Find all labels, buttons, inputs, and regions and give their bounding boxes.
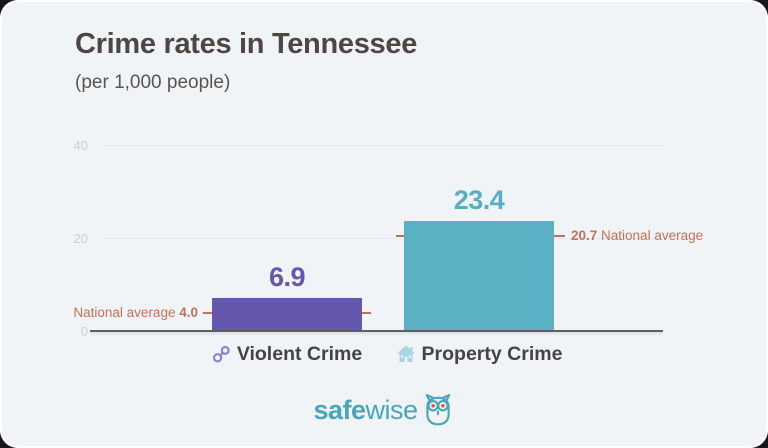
gridline-20 [105,238,663,239]
category-label-violent-crime: Violent Crime [187,341,387,367]
house-icon [396,345,415,362]
y-axis-tick-20: 20 [73,231,88,246]
x-axis-line [90,330,663,332]
national-average-value: 4.0 [179,305,198,320]
plot-area: National average 4.0 20.7 National avera… [73,140,703,332]
national-average-text: National average [597,228,704,243]
safewise-logo: safewise [0,390,768,430]
owl-icon [425,394,450,426]
chart-subtitle: (per 1,000 people) [75,72,231,93]
safewise-wordmark: safewise [313,394,419,426]
brand-text-bold: safe [313,394,366,425]
national-average-label-violent: National average 4.0 [73,304,198,322]
handcuffs-icon [212,345,230,363]
y-axis-tick-40: 40 [73,138,88,153]
category-text: Violent Crime [236,342,363,365]
brand-text-light: wise [365,394,419,425]
bar-property-crime [404,221,554,330]
bar-value-violent-crime: 6.9 [268,262,306,292]
bar-column-violent-crime: 6.9 [212,262,362,330]
y-axis-tick-0: 0 [80,324,88,339]
national-average-label-property: 20.7 National average [571,227,703,245]
bar-column-property-crime: 23.4 [404,185,554,330]
bar-value-property-crime: 23.4 [453,185,505,215]
chart-title: Crime rates in Tennessee [75,28,418,60]
national-average-value: 20.7 [571,228,598,243]
gridline-40 [105,145,663,146]
national-average-text: National average [73,305,180,320]
bar-violent-crime [212,298,362,330]
category-text: Property Crime [421,342,563,365]
category-label-property-crime: Property Crime [379,341,579,367]
